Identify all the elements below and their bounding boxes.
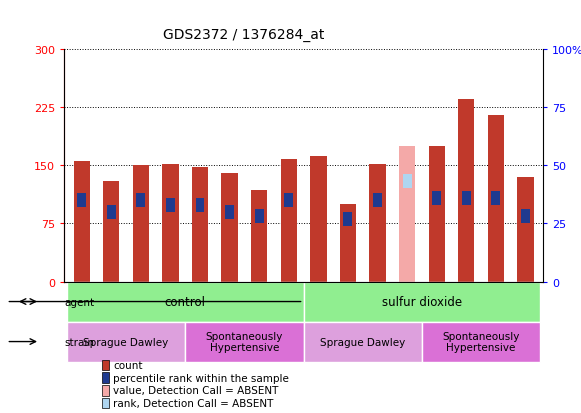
Bar [251,190,267,282]
Bar [166,198,175,212]
Bar [162,164,178,282]
Bar [373,194,382,207]
Bar [521,210,530,224]
Bar [137,194,145,207]
Text: Sprague Dawley: Sprague Dawley [320,337,406,347]
Bar [254,210,264,224]
Bar [221,173,238,282]
Text: percentile rank within the sample: percentile rank within the sample [113,373,289,383]
Text: value, Detection Call = ABSENT: value, Detection Call = ABSENT [113,385,279,396]
Bar [185,322,303,362]
Bar [102,385,109,396]
Bar [403,175,411,189]
Bar [458,100,475,282]
Text: agent: agent [64,297,94,307]
Bar [103,181,119,282]
Bar [340,204,356,282]
Text: rank, Detection Call = ABSENT: rank, Detection Call = ABSENT [113,398,274,408]
Bar [399,146,415,282]
Text: strain: strain [64,337,94,347]
Bar [429,146,445,282]
Bar [310,157,327,282]
Bar [303,282,540,322]
Bar [422,322,540,362]
Bar [132,166,149,282]
Bar [303,322,422,362]
Bar [77,194,86,207]
Bar [492,191,500,205]
Bar [107,205,116,219]
Bar [517,177,533,282]
Text: GDS2372 / 1376284_at: GDS2372 / 1376284_at [163,28,325,42]
Text: sulfur dioxide: sulfur dioxide [382,295,462,308]
Bar [343,212,353,226]
Text: Spontaneously
Hypertensive: Spontaneously Hypertensive [442,331,520,353]
Bar [192,167,208,282]
Bar [488,115,504,282]
Text: count: count [113,360,143,370]
Bar [370,164,386,282]
Bar [432,191,441,205]
Bar [102,360,109,370]
Text: Sprague Dawley: Sprague Dawley [84,337,168,347]
Bar [102,398,109,408]
Bar [196,198,205,212]
Bar [284,194,293,207]
Bar [74,162,90,282]
Bar [462,191,471,205]
Text: Spontaneously
Hypertensive: Spontaneously Hypertensive [206,331,283,353]
Text: control: control [165,295,206,308]
Bar [67,282,303,322]
Bar [225,205,234,219]
Bar [281,159,297,282]
Bar [102,373,109,383]
Bar [67,322,185,362]
